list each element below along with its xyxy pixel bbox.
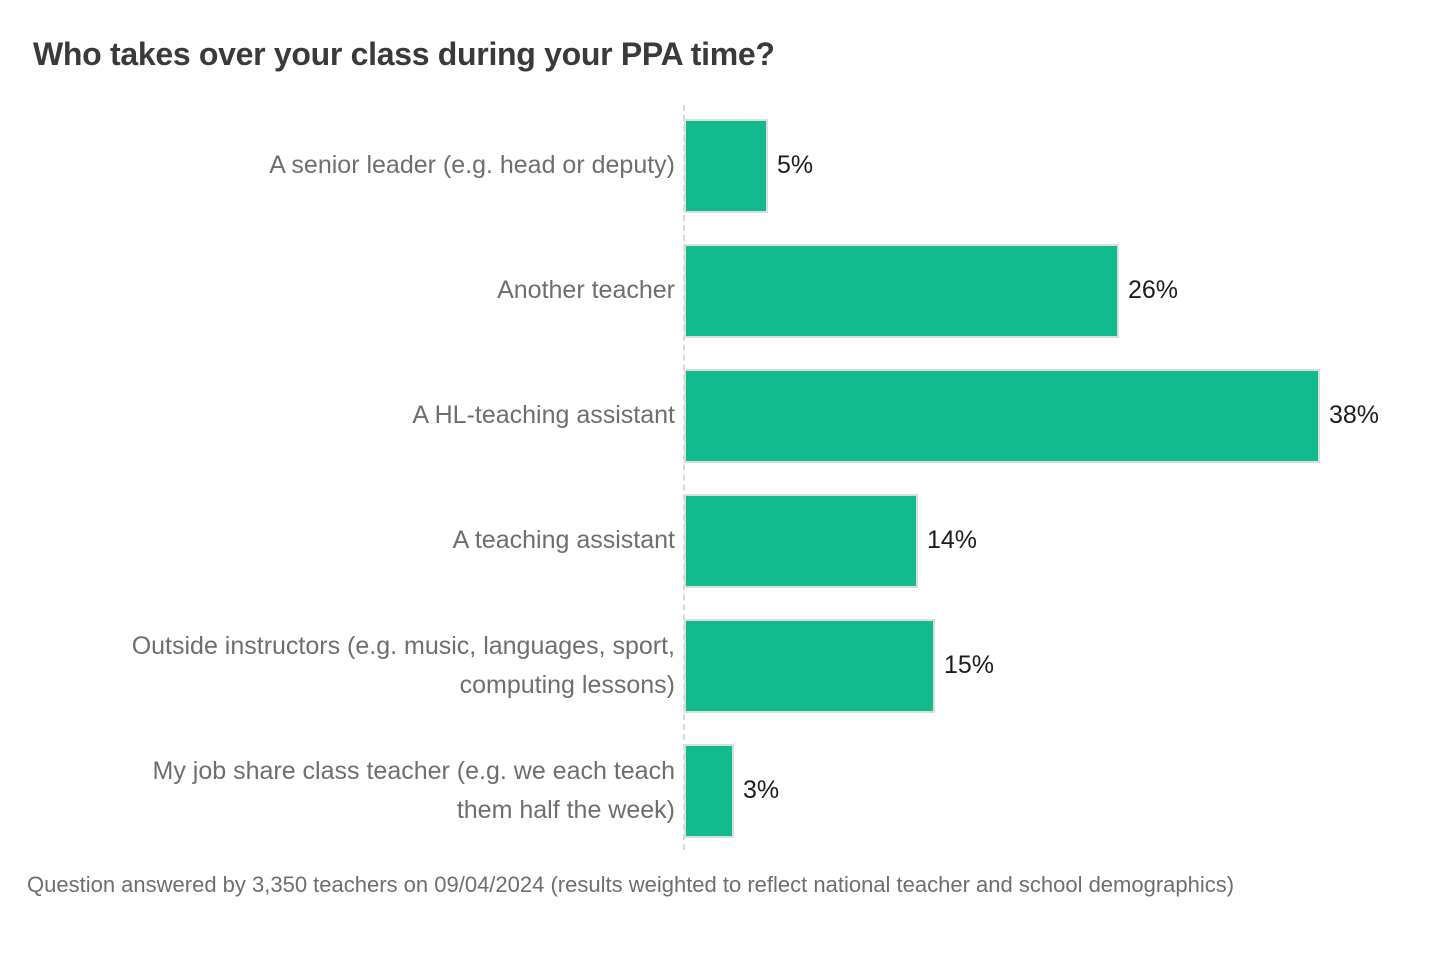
bar-chart: A senior leader (e.g. head or deputy) 5%…	[0, 103, 1440, 853]
category-label: A teaching assistant	[452, 526, 675, 555]
category-label: A HL-teaching assistant	[412, 401, 675, 430]
chart-footnote: Question answered by 3,350 teachers on 0…	[27, 872, 1235, 897]
chart-title: Who takes over your class during your PP…	[33, 36, 775, 72]
bar	[684, 368, 1320, 463]
value-label: 38%	[1329, 401, 1380, 429]
chart-row: Outside instructors (e.g. music, languag…	[0, 603, 1440, 728]
category-label: Another teacher	[497, 276, 675, 305]
value-label: 5%	[777, 151, 814, 179]
value-label: 3%	[743, 776, 780, 804]
value-label: 26%	[1128, 276, 1179, 304]
axis-baseline	[683, 105, 685, 850]
chart-row: A teaching assistant 14%	[0, 478, 1440, 603]
chart-row: My job share class teacher (e.g. we each…	[0, 728, 1440, 853]
value-label: 14%	[927, 526, 978, 554]
chart-row: A HL-teaching assistant 38%	[0, 353, 1440, 478]
bar	[684, 618, 935, 713]
category-label: Outside instructors (e.g. music, languag…	[131, 631, 675, 699]
bar	[684, 243, 1119, 338]
chart-row: Another teacher 26%	[0, 228, 1440, 353]
category-label: My job share class teacher (e.g. we each…	[152, 756, 676, 824]
value-label: 15%	[944, 651, 995, 679]
bar	[684, 743, 734, 838]
category-label: A senior leader (e.g. head or deputy)	[269, 151, 675, 180]
chart-row: A senior leader (e.g. head or deputy) 5%	[0, 103, 1440, 228]
bar	[684, 493, 918, 588]
bar	[684, 118, 768, 213]
